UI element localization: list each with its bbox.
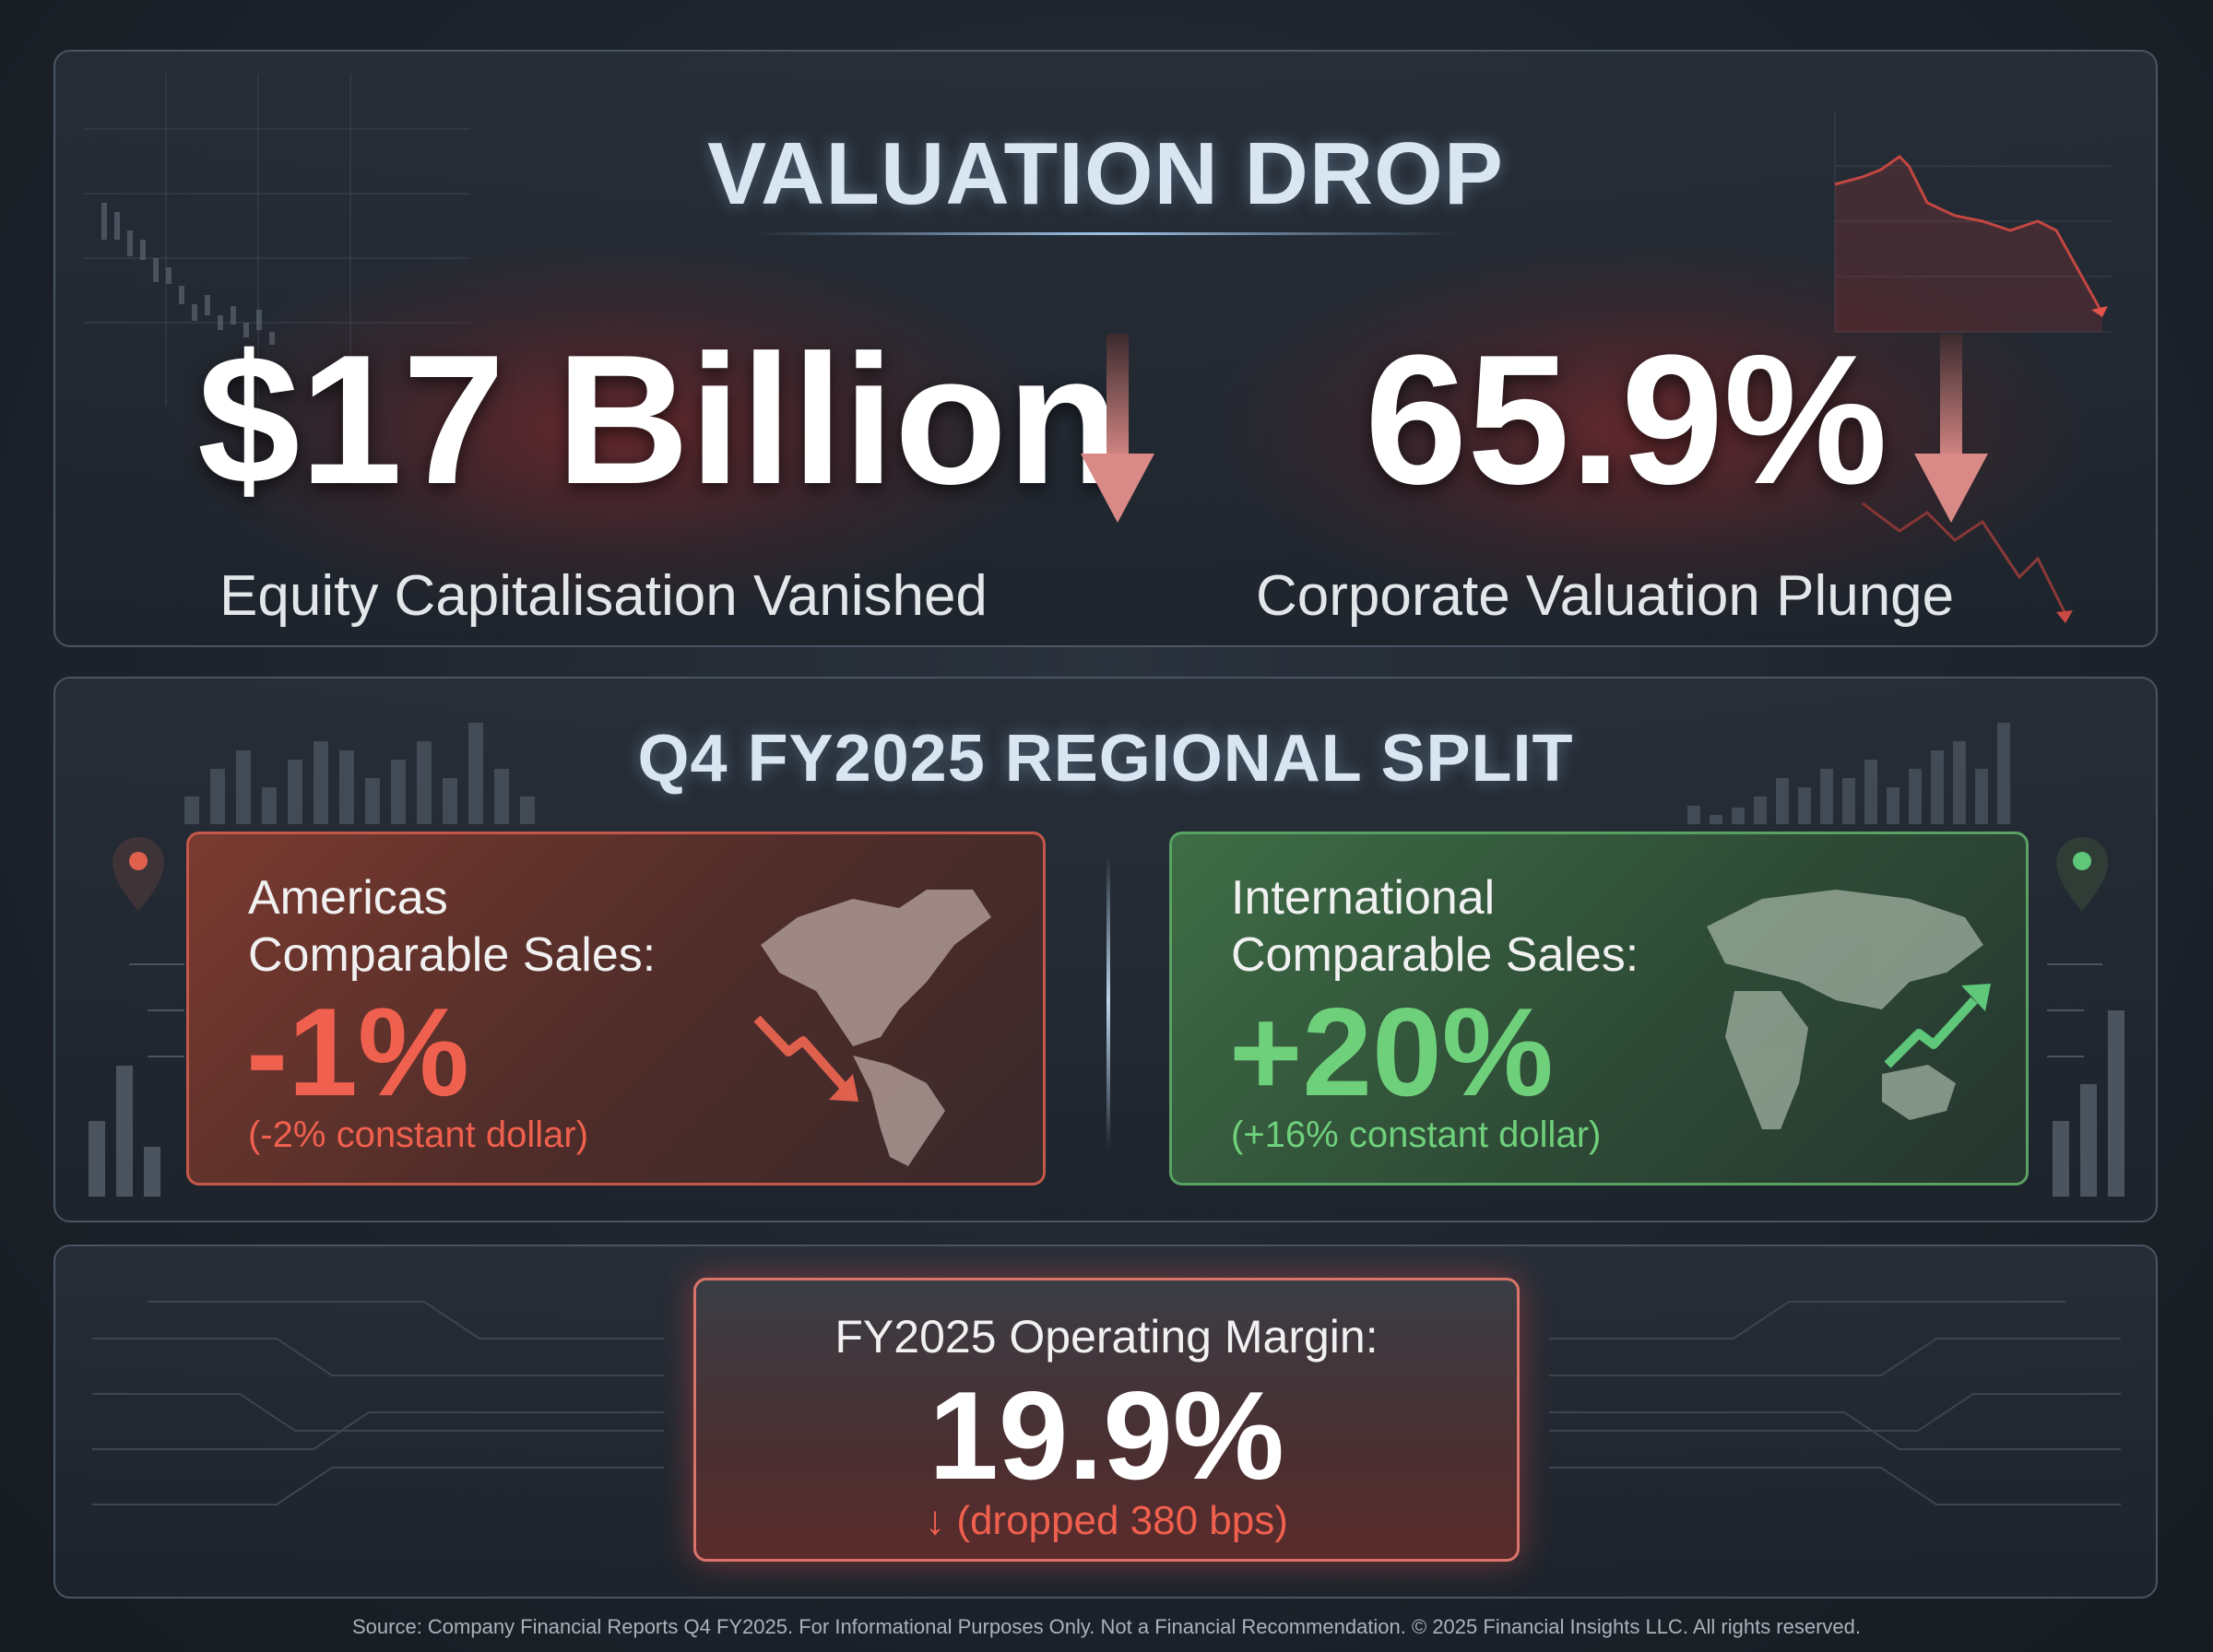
international-label-line2: Comparable Sales: — [1231, 928, 1639, 982]
footer-disclaimer: Source: Company Financial Reports Q4 FY2… — [351, 1615, 1862, 1638]
americas-label-line1: Americas — [248, 871, 448, 925]
international-label-line1: International — [1231, 871, 1496, 925]
margin-panel: FY2025 Operating Margin: 19.9% ↓ (droppe… — [53, 1245, 2158, 1599]
title-underline — [756, 232, 1457, 235]
plunge-label: Corporate Valuation Plunge — [1256, 564, 1955, 628]
down-arrow-icon — [1081, 334, 1154, 523]
trend-line-background-chart — [1834, 111, 2112, 333]
page-title: VALUATION DROP — [707, 124, 1504, 223]
trend-up-icon — [1884, 984, 1991, 1068]
card-divider — [1106, 854, 1110, 1149]
equity-value: $17 Billion — [197, 317, 1120, 523]
world-map-icon — [1707, 890, 1983, 1129]
americas-label-line2: Comparable Sales: — [248, 928, 657, 982]
candlestick-background-chart — [83, 74, 470, 406]
bar-background-chart — [1687, 723, 2010, 824]
plunge-value: 65.9% — [1365, 317, 1888, 523]
circuit-background — [92, 1301, 664, 1505]
trend-down-icon — [753, 1015, 858, 1102]
down-arrow-icon: ↓ — [925, 1498, 946, 1543]
international-note: (+16% constant dollar) — [1231, 1115, 1602, 1155]
bar-background-chart — [184, 723, 535, 824]
americas-label: Americas Comparable Sales: — [248, 869, 656, 984]
international-value: +20% — [1229, 982, 1554, 1122]
valuation-panel: VALUATION DROP $17 Billion Equity Capita… — [53, 50, 2158, 647]
regional-panel: Q4 FY2025 REGIONAL SPLIT Americas Compar… — [53, 677, 2158, 1222]
section-title: Q4 FY2025 REGIONAL SPLIT — [637, 722, 1574, 796]
americas-card: Americas Comparable Sales: -1% (-2% cons… — [186, 832, 1046, 1186]
side-bar-chart — [89, 963, 184, 1197]
trend-line-background-chart — [1862, 502, 2073, 623]
down-arrow-icon — [1914, 334, 1988, 523]
equity-label: Equity Capitalisation Vanished — [219, 564, 988, 628]
margin-note-row: ↓ (dropped 380 bps) — [696, 1498, 1517, 1544]
world-map-icon — [761, 890, 991, 1166]
margin-label: FY2025 Operating Margin: — [834, 1311, 1379, 1363]
operating-margin-card: FY2025 Operating Margin: 19.9% ↓ (droppe… — [693, 1278, 1520, 1562]
margin-value: 19.9% — [929, 1365, 1284, 1505]
international-card: International Comparable Sales: +20% (+1… — [1169, 832, 2029, 1186]
margin-note: (dropped 380 bps) — [956, 1498, 1288, 1543]
location-pin-icon — [112, 837, 164, 911]
side-bar-chart — [2047, 963, 2124, 1197]
americas-note: (-2% constant dollar) — [248, 1115, 589, 1155]
americas-value: -1% — [246, 982, 469, 1122]
international-label: International Comparable Sales: — [1231, 869, 1639, 984]
circuit-background — [1549, 1301, 2121, 1505]
location-pin-icon — [2056, 837, 2108, 911]
